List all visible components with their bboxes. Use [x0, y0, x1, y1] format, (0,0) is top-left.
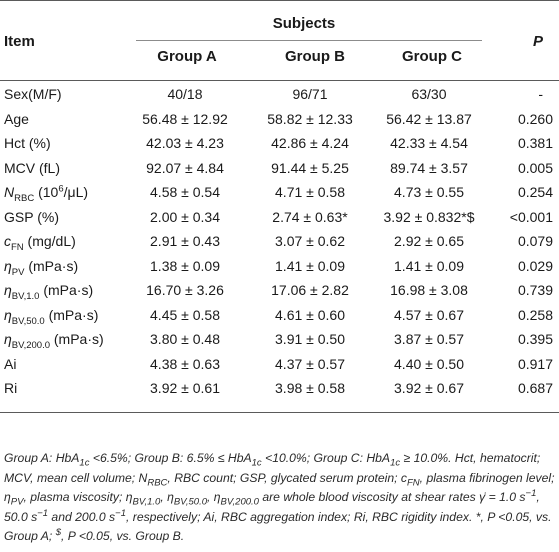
cell-p: 0.029 [517, 257, 553, 274]
cell-group-b: 17.06 ± 2.82 [271, 282, 349, 299]
row-label: MCV (fL) [4, 159, 60, 176]
cell-group-a: 42.03 ± 4.23 [146, 135, 224, 152]
cell-p: 0.258 [517, 306, 553, 323]
p-header: P [532, 32, 543, 50]
table-row: Age 56.48 ± 12.92 58.82 ± 12.33 56.42 ± … [0, 107, 559, 132]
row-label: ηBV,200.0 (mPa·s) [4, 331, 104, 352]
cell-group-a: 92.07 ± 4.84 [146, 159, 224, 176]
row-label: Sex(M/F) [4, 86, 62, 103]
top-rule [0, 0, 559, 2]
cell-group-c: 3.92 ± 0.67 [394, 380, 464, 397]
cell-group-a: 56.48 ± 12.92 [142, 110, 228, 127]
header-row-groups: Group A Group B Group C [0, 38, 559, 74]
group-a-header: Group A [157, 47, 217, 65]
cell-group-a: 4.45 ± 0.58 [150, 306, 220, 323]
table-row: ηPV (mPa·s) 1.38 ± 0.09 1.41 ± 0.09 1.41… [0, 254, 559, 279]
cell-p: <0.001 [509, 208, 553, 225]
cell-group-c: 63/30 [411, 86, 447, 103]
cell-group-b: 4.71 ± 0.58 [275, 184, 345, 201]
table-row: Hct (%) 42.03 ± 4.23 42.86 ± 4.24 42.33 … [0, 131, 559, 156]
row-label: Age [4, 110, 29, 127]
group-c-header: Group C [402, 47, 462, 65]
cell-group-a: 1.38 ± 0.09 [150, 257, 220, 274]
table-row: ηBV,200.0 (mPa·s) 3.80 ± 0.48 3.91 ± 0.5… [0, 327, 559, 352]
item-header: Item [4, 32, 35, 50]
row-label: Hct (%) [4, 135, 51, 152]
cell-group-c: 2.92 ± 0.65 [394, 233, 464, 250]
bottom-rule [0, 412, 559, 414]
cell-group-c: 1.41 ± 0.09 [394, 257, 464, 274]
cell-group-a: 3.80 ± 0.48 [150, 331, 220, 348]
cell-group-a: 4.58 ± 0.54 [150, 184, 220, 201]
table-row: MCV (fL) 92.07 ± 4.84 91.44 ± 5.25 89.74… [0, 156, 559, 181]
cell-p: 0.687 [517, 380, 553, 397]
cell-group-c: 3.92 ± 0.832*$ [383, 208, 475, 225]
header-row-top: Item Subjects P [0, 0, 559, 49]
row-label: NRBC (106/μL) [4, 183, 89, 205]
cell-group-b: 58.82 ± 12.33 [267, 110, 353, 127]
row-label: ηBV,1.0 (mPa·s) [4, 282, 94, 303]
cell-group-b: 3.91 ± 0.50 [275, 331, 345, 348]
cell-p: 0.254 [517, 184, 553, 201]
cell-group-a: 4.38 ± 0.63 [150, 355, 220, 372]
table-row: ηBV,50.0 (mPa·s) 4.45 ± 0.58 4.61 ± 0.60… [0, 303, 559, 328]
row-label: GSP (%) [4, 208, 59, 225]
table-row: Ai 4.38 ± 0.63 4.37 ± 0.57 4.40 ± 0.50 0… [0, 352, 559, 377]
cell-group-b: 3.98 ± 0.58 [275, 380, 345, 397]
cell-p: - [538, 86, 543, 103]
cell-group-c: 16.98 ± 3.08 [390, 282, 468, 299]
row-label: cFN (mg/dL) [4, 233, 76, 254]
cell-group-b: 4.37 ± 0.57 [275, 355, 345, 372]
header-rule [0, 80, 559, 82]
cell-p: 0.260 [517, 110, 553, 127]
row-label: Ai [4, 355, 17, 372]
cell-group-a: 16.70 ± 3.26 [146, 282, 224, 299]
subjects-header: Subjects [272, 15, 336, 32]
subjects-rule [136, 40, 482, 41]
cell-p: 0.005 [517, 159, 553, 176]
cell-group-b: 3.07 ± 0.62 [275, 233, 345, 250]
cell-group-a: 2.00 ± 0.34 [150, 208, 220, 225]
cell-group-c: 4.57 ± 0.67 [394, 306, 464, 323]
table-footnote: Group A: HbA1c <6.5%; Group B: 6.5% ≤ Hb… [4, 451, 555, 543]
row-label: ηPV (mPa·s) [4, 257, 79, 278]
cell-group-c: 56.42 ± 13.87 [386, 110, 472, 127]
table-row: cFN (mg/dL) 2.91 ± 0.43 3.07 ± 0.62 2.92… [0, 229, 559, 254]
row-label: Ri [4, 380, 18, 397]
table-row: Ri 3.92 ± 0.61 3.98 ± 0.58 3.92 ± 0.67 0… [0, 376, 559, 401]
cell-group-b: 1.41 ± 0.09 [275, 257, 345, 274]
cell-p: 0.079 [517, 233, 553, 250]
group-b-header: Group B [285, 47, 345, 65]
cell-group-b: 42.86 ± 4.24 [271, 135, 349, 152]
cell-group-a: 40/18 [167, 86, 203, 103]
cell-group-b: 2.74 ± 0.63* [272, 208, 348, 225]
cell-group-c: 89.74 ± 3.57 [390, 159, 468, 176]
cell-p: 0.739 [517, 282, 553, 299]
cell-group-c: 4.40 ± 0.50 [394, 355, 464, 372]
cell-group-b: 96/71 [292, 86, 328, 103]
row-label: ηBV,50.0 (mPa·s) [4, 306, 99, 327]
table-row: ηBV,1.0 (mPa·s) 16.70 ± 3.26 17.06 ± 2.8… [0, 278, 559, 303]
cell-group-b: 4.61 ± 0.60 [275, 306, 345, 323]
cell-p: 0.917 [517, 355, 553, 372]
cell-p: 0.381 [517, 135, 553, 152]
cell-group-a: 2.91 ± 0.43 [150, 233, 220, 250]
cell-group-b: 91.44 ± 5.25 [271, 159, 349, 176]
cell-group-c: 4.73 ± 0.55 [394, 184, 464, 201]
table-row: NRBC (106/μL) 4.58 ± 0.54 4.71 ± 0.58 4.… [0, 180, 559, 205]
cell-group-c: 42.33 ± 4.54 [390, 135, 468, 152]
data-table: Item Subjects P Group A Group B Group C … [0, 0, 559, 401]
cell-p: 0.395 [517, 331, 553, 348]
table-row: GSP (%) 2.00 ± 0.34 2.74 ± 0.63* 3.92 ± … [0, 205, 559, 230]
table-row: Sex(M/F) 40/18 96/71 63/30 - [0, 82, 559, 107]
cell-group-c: 3.87 ± 0.57 [394, 331, 464, 348]
cell-group-a: 3.92 ± 0.61 [150, 380, 220, 397]
